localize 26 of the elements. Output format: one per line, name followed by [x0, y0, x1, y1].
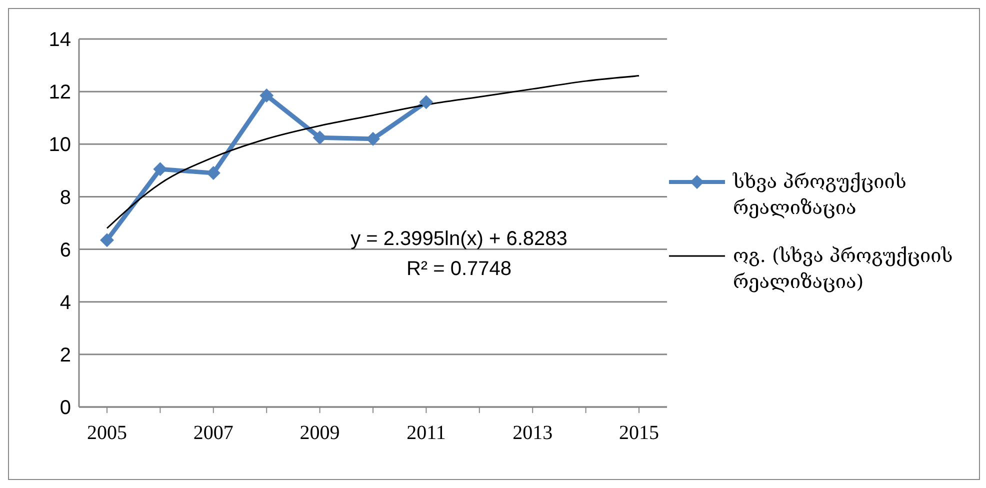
point: [100, 233, 114, 248]
point: [206, 166, 220, 180]
annotation: R² = 0.7748: [405, 257, 513, 282]
y-tick-label: 0: [60, 397, 71, 420]
y-tick-label: 8: [60, 186, 71, 209]
point: [153, 162, 168, 176]
line-series: [106, 75, 640, 230]
y-tick-label: 6: [60, 239, 71, 262]
x-tick-label: 2013: [512, 422, 553, 444]
annotation: y = 2.3995ln(x) + 6.8283: [350, 227, 568, 252]
x-tick-label: 2009: [300, 422, 340, 444]
x-tick-label: 2011: [406, 422, 446, 444]
legend-label: ოგ. (სხვა პროგუქციის რეალიზაცია): [733, 244, 954, 295]
x-tick-label: 2007: [193, 422, 234, 444]
point: [366, 132, 380, 146]
y-tick-label: 2: [60, 344, 71, 367]
point: [419, 95, 434, 110]
y-tick-label: 10: [48, 134, 71, 156]
x-tick-label: 2015: [619, 422, 659, 444]
legend-label: სხვა პროგუქციის რეალიზაცია: [733, 170, 908, 221]
point: [260, 88, 274, 103]
point: [312, 130, 327, 145]
y-tick-label: 4: [60, 292, 71, 314]
y-tick-label: 12: [48, 82, 71, 104]
y-tick-label: 14: [48, 29, 71, 52]
x-tick-label: 2005: [87, 422, 127, 444]
